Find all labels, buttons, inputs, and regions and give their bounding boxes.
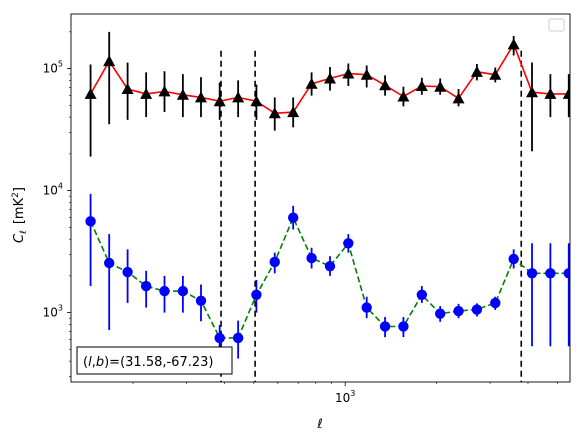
series-0-point <box>140 87 153 99</box>
y-tick-label: 104 <box>43 182 63 198</box>
series-0-point <box>489 68 502 80</box>
series-0-point <box>544 87 557 99</box>
series-1-point <box>214 332 225 344</box>
annotation-box <box>76 346 233 375</box>
x-tick-label: 103 <box>335 389 355 405</box>
series-0-point <box>213 95 226 107</box>
series-0-point <box>103 55 116 67</box>
x-axis-label: ℓ <box>316 417 322 432</box>
series-1-point <box>398 321 409 332</box>
series-0-point <box>562 87 570 99</box>
series-1-point <box>159 285 170 297</box>
series-1-point <box>508 253 519 265</box>
annotation-text: (l,b)=(31.58,-67.23) <box>83 355 213 370</box>
series-1-point <box>379 321 391 332</box>
series-1-point <box>122 266 133 278</box>
series-1-point <box>103 257 115 269</box>
series-1-point <box>416 289 428 300</box>
legend-box <box>548 18 565 32</box>
y-axis-label-units-exponent: 2 <box>11 192 21 198</box>
series-0-point <box>434 80 447 92</box>
series-0-point <box>121 83 134 95</box>
series-0-point <box>397 90 410 102</box>
series-1-point <box>471 304 483 315</box>
series-0-point <box>194 91 207 103</box>
series-1-point <box>251 289 262 300</box>
series-0-point <box>360 68 373 80</box>
y-tick-label: 105 <box>43 60 63 76</box>
series-1-point <box>343 238 354 249</box>
series-1-point <box>232 332 244 344</box>
series-1-point <box>453 305 464 317</box>
coordinate-annotation: (l,b)=(31.58,-67.23) <box>76 346 233 375</box>
series-0-point <box>84 87 97 99</box>
series-1-point <box>324 261 336 272</box>
y-axis-label-units-close: ] <box>12 187 27 192</box>
series-1-point <box>195 295 207 306</box>
series-1-point <box>177 285 189 297</box>
series-0-point <box>526 86 539 98</box>
series-1-line <box>89 215 569 339</box>
series-1-point <box>545 268 556 279</box>
series-0-point <box>268 107 281 119</box>
data-layer <box>84 31 570 382</box>
series-0-point <box>158 85 171 97</box>
series-1-point <box>361 302 372 313</box>
series-0-point <box>379 79 392 91</box>
series-1-point <box>490 297 501 309</box>
axes-frame <box>70 13 571 383</box>
series-0-point <box>305 77 318 89</box>
series-1-point <box>526 268 538 279</box>
series-0-point <box>287 106 300 118</box>
series-1-point <box>287 212 299 223</box>
series-1-point <box>306 252 317 264</box>
y-axis-label: Cℓ [mK2] <box>11 187 29 243</box>
y-axis-label-symbol: C <box>12 233 27 243</box>
series-0-point <box>452 92 465 104</box>
series-1-point <box>434 308 446 319</box>
series-0-point <box>470 65 483 77</box>
series-0-point <box>176 88 189 100</box>
series-1-point <box>269 256 280 268</box>
series-1-point <box>563 268 570 279</box>
series-1-point <box>140 280 152 292</box>
y-tick-label: 103 <box>43 304 63 320</box>
series-0-point <box>415 79 428 91</box>
series-0-point <box>323 72 336 84</box>
series-0-point <box>250 95 263 107</box>
y-axis-label-subscript: ℓ <box>19 230 29 235</box>
y-axis-label-units: [mK <box>12 197 27 224</box>
series-1-point <box>85 216 96 227</box>
plot-area: 103 103 104 105 <box>43 13 571 405</box>
series-0-point <box>232 91 245 103</box>
series-0-point <box>507 38 520 50</box>
series-0-point <box>342 67 355 79</box>
